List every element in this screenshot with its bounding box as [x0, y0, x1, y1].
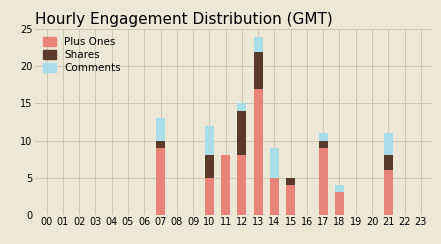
Bar [205, 155, 214, 178]
Bar [221, 155, 230, 215]
Bar [254, 89, 262, 215]
Bar [254, 37, 262, 51]
Bar [237, 155, 247, 215]
Bar [384, 155, 393, 170]
Bar [319, 133, 328, 141]
Bar [156, 141, 165, 148]
Bar [319, 148, 328, 215]
Bar [270, 178, 279, 215]
Bar [237, 111, 247, 155]
Bar [156, 118, 165, 141]
Bar [254, 51, 262, 89]
Bar [237, 103, 247, 111]
Bar [156, 148, 165, 215]
Text: Hourly Engagement Distribution (GMT): Hourly Engagement Distribution (GMT) [35, 12, 333, 27]
Bar [286, 185, 295, 215]
Bar [335, 185, 344, 193]
Bar [205, 178, 214, 215]
Bar [319, 141, 328, 148]
Bar [286, 178, 295, 185]
Bar [335, 193, 344, 215]
Bar [384, 170, 393, 215]
Legend: Plus Ones, Shares, Comments: Plus Ones, Shares, Comments [39, 33, 125, 78]
Bar [270, 148, 279, 178]
Bar [384, 133, 393, 155]
Bar [205, 126, 214, 155]
